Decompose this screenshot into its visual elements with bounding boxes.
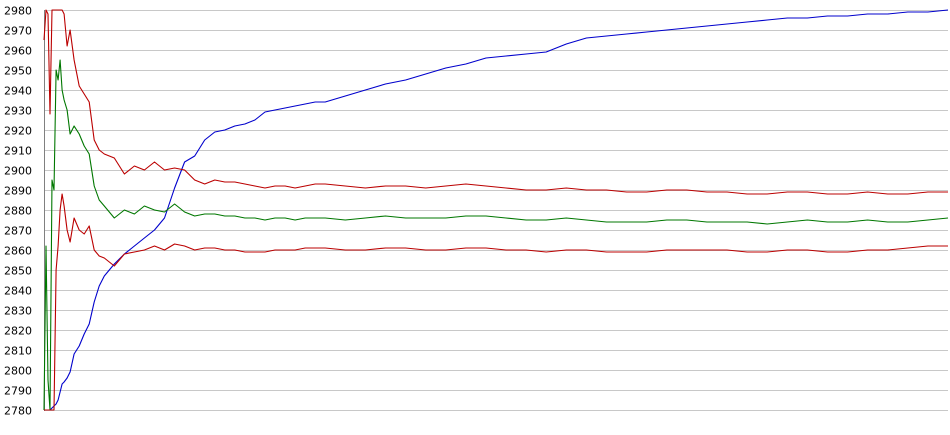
y-tick-label: 2780 [4, 405, 32, 418]
y-tick-label: 2910 [4, 145, 32, 158]
series-line-3 [43, 59, 949, 411]
y-tick-label: 2890 [4, 185, 32, 198]
y-tick-label: 2920 [4, 125, 32, 138]
y-tick-label: 2980 [4, 5, 32, 18]
gridlines [44, 10, 948, 411]
y-tick-label: 2930 [4, 105, 32, 118]
y-tick-label: 2940 [4, 85, 32, 98]
y-tick-label: 2860 [4, 245, 32, 258]
y-tick-label: 2970 [4, 25, 32, 38]
y-tick-label: 2790 [4, 385, 32, 398]
y-tick-label: 2810 [4, 345, 32, 358]
y-tick-label: 2880 [4, 205, 32, 218]
y-tick-label: 2900 [4, 165, 32, 178]
y-tick-label: 2840 [4, 285, 32, 298]
y-tick-label: 2960 [4, 45, 32, 58]
series-line-2 [43, 9, 948, 195]
series-line-1 [44, 9, 949, 411]
y-tick-label: 2850 [4, 265, 32, 278]
y-tick-label: 2800 [4, 365, 32, 378]
y-axis-ticks: 2780 2790 2800 2810 2820 2830 2840 2850 2860 2870… [4, 5, 32, 418]
y-tick-label: 2820 [4, 325, 32, 338]
y-tick-label: 2830 [4, 305, 32, 318]
series-line-4 [44, 193, 948, 411]
y-tick-label: 2950 [4, 65, 32, 78]
y-tick-label: 2870 [4, 225, 32, 238]
series-lines [43, 9, 949, 411]
